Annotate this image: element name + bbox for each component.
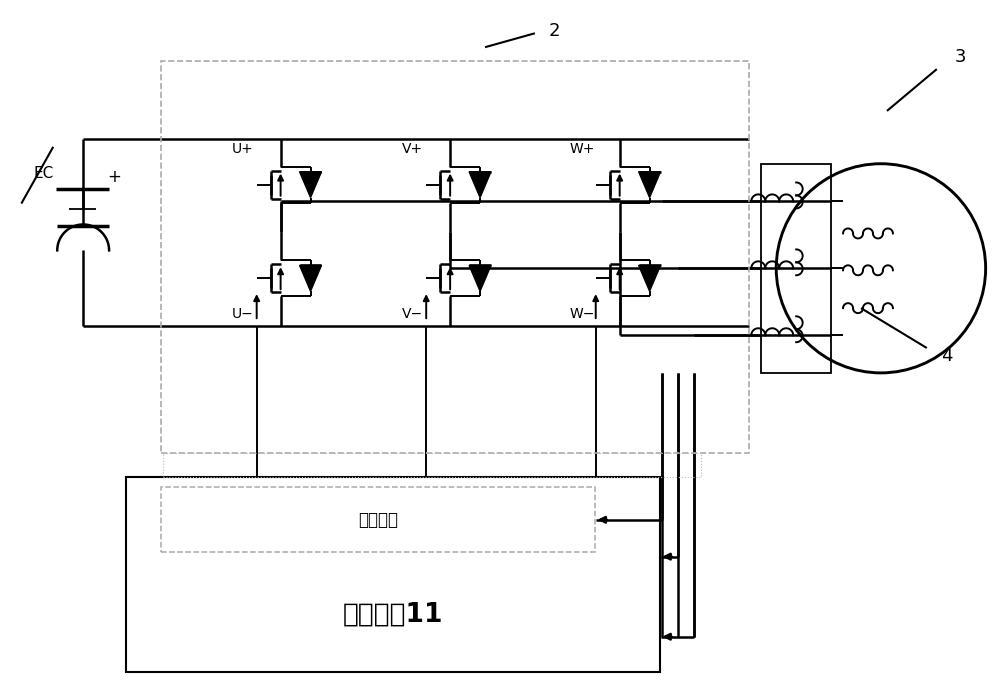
Polygon shape	[469, 266, 491, 291]
Text: EC: EC	[33, 166, 53, 181]
Text: 4: 4	[941, 347, 953, 365]
Bar	[126, 477, 660, 671]
Text: W−: W−	[569, 307, 594, 321]
Text: V+: V+	[402, 142, 423, 155]
Polygon shape	[300, 266, 321, 291]
Bar	[161, 487, 595, 552]
Text: U+: U+	[232, 142, 254, 155]
Text: U−: U−	[232, 307, 254, 321]
Polygon shape	[639, 172, 661, 197]
Text: V−: V−	[402, 307, 423, 321]
Text: 驱动信号: 驱动信号	[358, 510, 398, 529]
Text: +: +	[107, 168, 121, 186]
Bar	[161, 61, 749, 453]
Text: 2: 2	[549, 22, 561, 41]
Text: 控制芯片11: 控制芯片11	[343, 602, 443, 628]
Text: W+: W+	[569, 142, 594, 155]
Polygon shape	[300, 172, 321, 197]
Polygon shape	[639, 266, 661, 291]
Bar	[761, 164, 831, 373]
Polygon shape	[469, 172, 491, 197]
Bar	[163, 453, 701, 477]
Text: 3: 3	[955, 48, 966, 66]
